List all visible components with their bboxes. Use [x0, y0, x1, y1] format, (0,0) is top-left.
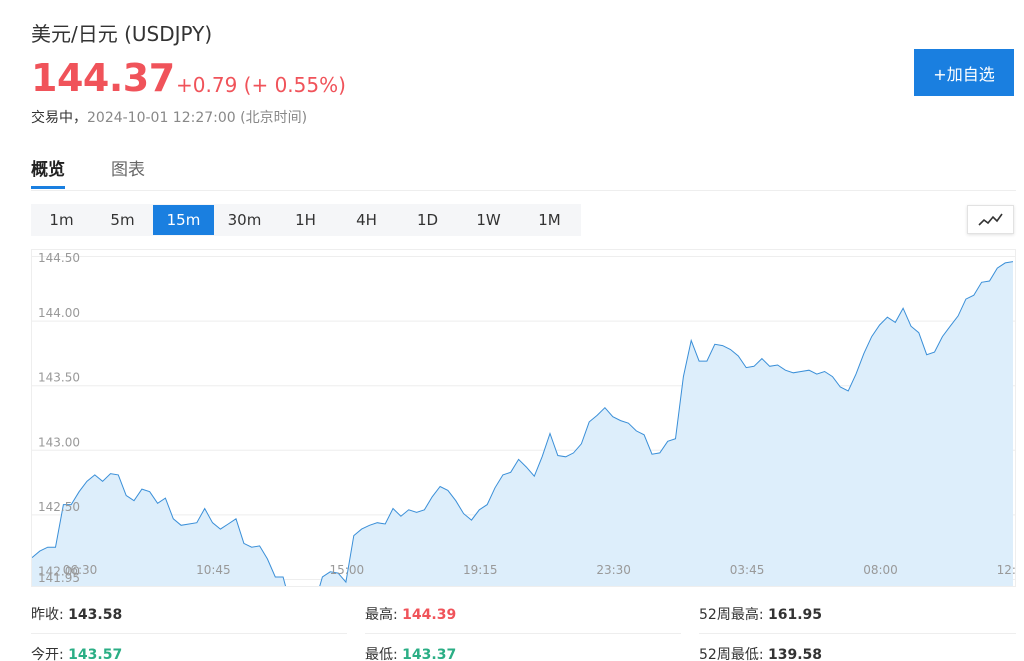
stat-open: 今开: 143.57 [31, 644, 122, 661]
trading-status: 交易中，2024-10-01 12:27:00 (北京时间) [31, 107, 307, 127]
y-tick-label: 143.50 [38, 371, 80, 385]
stat-52w-high: 52周最高: 161.95 [699, 604, 822, 624]
y-tick-label: 143.00 [38, 435, 80, 449]
y-tick-label: 142.00 [38, 565, 80, 579]
period-1h[interactable]: 1H [295, 211, 316, 229]
add-to-watchlist-button[interactable]: +加自选 [914, 49, 1014, 96]
tab-overview[interactable]: 概览 [31, 155, 65, 189]
price-chart-svg: 144.50 144.00 143.50 143.00 142.50 142.00141.… [31, 251, 1024, 616]
period-1mo[interactable]: 1M [538, 211, 561, 229]
stat-52w-low-value: 139.58 [767, 647, 823, 661]
stat-52w-high-label: 52周最高: [699, 607, 764, 623]
current-price: 144.37 [31, 56, 175, 100]
period-15m[interactable]: 15m [153, 205, 214, 235]
chart-type-toggle[interactable] [967, 205, 1014, 234]
x-tick-label: 15:00 [330, 563, 365, 577]
timestamp: 2024-10-01 12:27:00 (北京时间) [87, 110, 308, 126]
price-line [31, 261, 1014, 616]
period-selector: 1m 5m 15m 30m 1H 4H 1D 1W 1M [31, 204, 581, 236]
period-1m[interactable]: 1m [49, 211, 74, 229]
stat-prev-close-value: 143.58 [68, 607, 123, 623]
stat-low: 最低: 143.37 [365, 644, 456, 661]
price-area-fill [32, 261, 1013, 615]
x-tick-label: 12:15 [997, 563, 1015, 577]
divider [699, 633, 1016, 634]
y-tick-label: 141.95 [38, 571, 80, 585]
divider [365, 633, 681, 634]
line-chart-icon [978, 213, 1003, 226]
price-change: +0.79 (+ 0.55%) [176, 73, 346, 97]
x-tick-label: 10:45 [196, 563, 231, 577]
x-tick-label: 06:30 [63, 563, 98, 577]
stat-open-value: 143.57 [68, 647, 123, 661]
status-label: 交易中， [31, 110, 87, 126]
period-5m[interactable]: 5m [110, 211, 135, 229]
period-1d[interactable]: 1D [416, 211, 439, 229]
stat-prev-close: 昨收: 143.58 [31, 604, 122, 624]
y-tick-label: 144.50 [38, 251, 80, 265]
tab-chart[interactable]: 图表 [111, 160, 145, 180]
stat-open-label: 今开: [31, 647, 64, 661]
x-tick-label: 23:30 [596, 563, 631, 577]
price-chart[interactable]: 144.50 144.00 143.50 143.00 142.50 142.00 141.… [31, 249, 1024, 616]
period-4h[interactable]: 4H [356, 211, 377, 229]
x-tick-label: 08:00 [863, 563, 898, 577]
stat-high-value: 144.39 [402, 607, 457, 623]
period-1w[interactable]: 1W [476, 211, 501, 229]
y-tick-label: 144.00 [38, 306, 80, 320]
stat-prev-close-label: 昨收: [31, 607, 64, 623]
stat-52w-high-value: 161.95 [767, 607, 823, 623]
stat-high: 最高: 144.39 [365, 604, 456, 624]
stat-52w-low: 52周最低: 139.58 [699, 644, 822, 661]
period-30m[interactable]: 30m [227, 211, 262, 229]
x-tick-label: 19:15 [463, 563, 498, 577]
stat-low-label: 最低: [365, 647, 398, 661]
x-tick-label: 03:45 [730, 563, 765, 577]
stat-low-value: 143.37 [402, 647, 457, 661]
page-title: 美元/日元 (USDJPY) [31, 22, 213, 46]
y-tick-label: 142.50 [38, 500, 80, 514]
stat-high-label: 最高: [365, 607, 398, 623]
divider [31, 633, 347, 634]
tab-bar: 概览 图表 [31, 155, 1016, 191]
stat-52w-low-label: 52周最低: [699, 647, 764, 661]
